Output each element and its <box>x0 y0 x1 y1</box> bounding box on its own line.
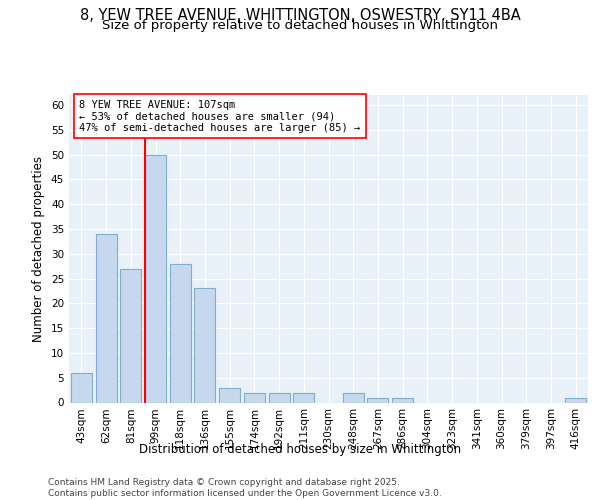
Bar <box>293 392 314 402</box>
Bar <box>71 372 92 402</box>
Bar <box>170 264 191 402</box>
Text: 8, YEW TREE AVENUE, WHITTINGTON, OSWESTRY, SY11 4BA: 8, YEW TREE AVENUE, WHITTINGTON, OSWESTR… <box>80 8 520 22</box>
Text: Contains HM Land Registry data © Crown copyright and database right 2025.
Contai: Contains HM Land Registry data © Crown c… <box>48 478 442 498</box>
Y-axis label: Number of detached properties: Number of detached properties <box>32 156 46 342</box>
Bar <box>194 288 215 403</box>
Bar <box>120 268 141 402</box>
Bar <box>565 398 586 402</box>
Bar <box>219 388 240 402</box>
Text: 8 YEW TREE AVENUE: 107sqm
← 53% of detached houses are smaller (94)
47% of semi-: 8 YEW TREE AVENUE: 107sqm ← 53% of detac… <box>79 100 361 133</box>
Bar <box>145 154 166 402</box>
Bar <box>367 398 388 402</box>
Bar <box>343 392 364 402</box>
Bar <box>95 234 116 402</box>
Text: Distribution of detached houses by size in Whittington: Distribution of detached houses by size … <box>139 442 461 456</box>
Bar <box>269 392 290 402</box>
Bar <box>392 398 413 402</box>
Bar <box>244 392 265 402</box>
Text: Size of property relative to detached houses in Whittington: Size of property relative to detached ho… <box>102 19 498 32</box>
